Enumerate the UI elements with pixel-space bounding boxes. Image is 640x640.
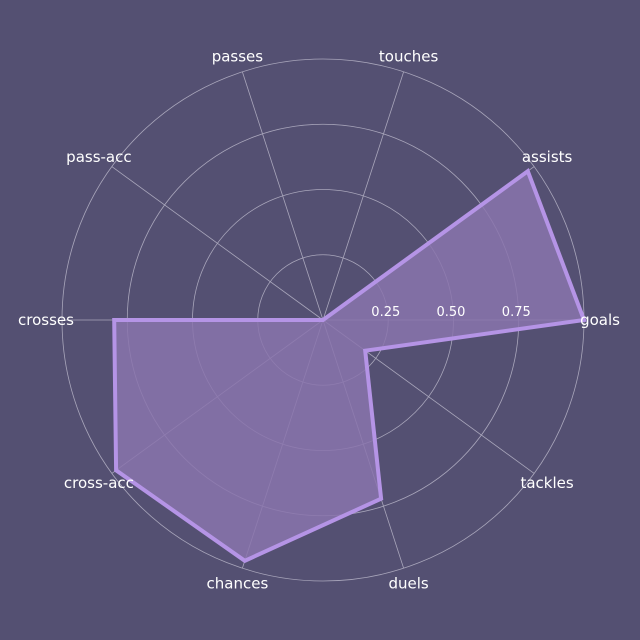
grid-spoke	[111, 166, 324, 321]
category-label-duels: duels	[388, 574, 428, 592]
tick-labels: 0.25 0.50 0.75	[371, 305, 530, 320]
data-layer	[112, 168, 587, 564]
category-label-goals: goals	[580, 311, 620, 329]
r-tick-label: 0.75	[502, 305, 531, 320]
r-tick-label: 0.25	[371, 305, 400, 320]
grid-spoke	[322, 71, 405, 321]
category-label-assists: assists	[522, 148, 573, 166]
grid-spoke	[241, 71, 324, 321]
category-label-pass-acc: pass-acc	[66, 148, 131, 166]
category-label-chances: chances	[207, 574, 269, 592]
category-label-cross-acc: cross-acc	[64, 474, 134, 492]
category-labels: goals assists touches passes pass-acc crosses…	[18, 48, 620, 593]
category-label-touches: touches	[379, 48, 439, 66]
r-tick-label: 0.50	[437, 305, 466, 320]
category-label-crosses: crosses	[18, 311, 74, 329]
category-label-tackles: tackles	[520, 474, 573, 492]
series-area	[114, 171, 584, 561]
category-label-passes: passes	[212, 48, 264, 66]
